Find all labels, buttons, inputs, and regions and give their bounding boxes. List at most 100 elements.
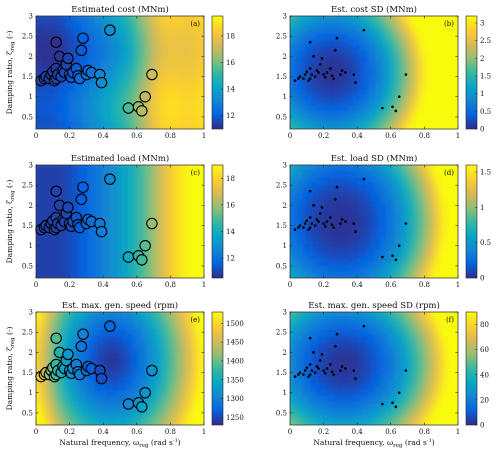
sample-dot [391, 254, 394, 258]
sample-marker [104, 24, 116, 36]
y-tick-label: 3 [283, 13, 287, 21]
sample-marker [77, 32, 89, 44]
sample-dot [313, 75, 317, 78]
y-tick-label: 0.5 [22, 113, 33, 121]
sample-dot [352, 73, 356, 76]
colorbar-tick-label: 80 [480, 321, 489, 329]
sample-dot [315, 218, 319, 221]
heatmap-field [290, 165, 458, 278]
colorbar-tick-label: 2 [480, 55, 484, 63]
y-tick-label: 2.5 [22, 182, 33, 190]
plot-frame [289, 311, 459, 426]
y-tick-label: 1.5 [276, 73, 287, 81]
sample-dot [317, 367, 320, 370]
panel-title: Estimated load (MNm) [71, 153, 169, 164]
y-tick-label: 2 [29, 53, 33, 61]
panel-label: (a) [190, 20, 200, 28]
colorbar-tick-label: 0 [480, 422, 484, 430]
sample-dot [307, 79, 310, 82]
sample-dot [317, 71, 320, 74]
y-tick-label: 0.5 [22, 409, 33, 417]
colorbar-tick-label: 16 [226, 201, 235, 209]
x-tick-label: 0.8 [165, 132, 176, 140]
x-tick-label: 0.6 [131, 132, 143, 140]
x-tick-label: 0.2 [64, 428, 75, 436]
y-tick-label: 1.5 [276, 222, 287, 230]
sample-marker [95, 225, 108, 238]
colorbar [211, 164, 224, 279]
sample-dot [334, 49, 337, 52]
y-tick-label: 1.5 [276, 369, 287, 377]
y-tick-label: 0.5 [276, 113, 287, 121]
y-tick-label: 2 [283, 53, 287, 61]
colorbar [465, 15, 478, 130]
x-tick-label: 0 [34, 428, 38, 436]
sample-dot [308, 67, 312, 70]
sample-dot [312, 55, 315, 58]
sample-marker [62, 201, 74, 214]
colorbar-tick-label: 0 [480, 126, 484, 134]
sample-marker [95, 76, 108, 89]
sample-marker [136, 254, 148, 266]
y-tick-label: 2 [29, 349, 33, 357]
heatmap-field [290, 312, 458, 425]
sample-dot [332, 77, 335, 80]
plot-frame [35, 311, 205, 426]
sample-dot [297, 77, 300, 80]
sample-dot [323, 372, 327, 375]
x-tick-label: 0 [34, 281, 38, 289]
colorbar-tick-label: 1 [480, 90, 484, 98]
colorbar [211, 311, 224, 426]
x-tick-label: 0.4 [98, 132, 110, 140]
colorbar [465, 311, 478, 426]
y-tick-label: 1 [283, 93, 287, 101]
sample-dot [308, 216, 312, 219]
y-tick-label: 1.5 [22, 222, 33, 230]
colorbar-tick-label: 1450 [226, 339, 244, 347]
colorbar-tick-label: 1400 [226, 357, 244, 365]
panel-e: Est. max. gen. speed (rpm) 0 0.2 0.4 0.6 0.8 1… [22, 300, 244, 436]
sample-marker [104, 173, 116, 185]
sample-dot [303, 73, 307, 76]
sample-dot [308, 373, 312, 376]
y-tick-label: 1 [29, 93, 33, 101]
y-tick-label: 3 [29, 13, 33, 21]
sample-dot [298, 371, 302, 374]
sample-dot [315, 365, 319, 368]
sample-dot [318, 212, 322, 215]
sample-marker [139, 90, 151, 103]
sample-dot [330, 370, 334, 374]
y-tick-label: 2.5 [22, 33, 33, 41]
y-tick-label: 2.5 [276, 182, 287, 190]
y-tick-label: 0.5 [276, 262, 287, 270]
panel-title: Est. load SD (MNm) [331, 153, 418, 164]
sample-dot [354, 230, 357, 233]
colorbar-tick-label: 40 [480, 371, 489, 379]
x-tick-label: 0 [34, 132, 38, 140]
y-tick-label: 2.5 [276, 33, 287, 41]
sample-dot [329, 67, 332, 70]
x-tick-label: 1 [202, 132, 206, 140]
x-tick-label: 0.4 [98, 428, 110, 436]
sample-dot [329, 363, 332, 366]
colorbar-tick-label: 0.5 [480, 239, 491, 247]
sample-dot [362, 28, 366, 32]
x-tick-label: 1 [456, 428, 460, 436]
colorbar-tick-label: 1 [480, 204, 484, 212]
x-tick-label: 1 [202, 428, 206, 436]
sample-dot [335, 185, 339, 189]
x-tick-label: 1 [456, 281, 460, 289]
panel-d: Est. load SD (MNm) 0 0.2 0.4 0.6 0.8 1 0.5 1 1.5 2… [276, 153, 491, 289]
sample-dot [344, 71, 347, 74]
x-tick-label: 0.8 [165, 428, 176, 436]
panel-title: Est. max. gen. speed SD (rpm) [308, 300, 440, 311]
sample-marker [62, 52, 74, 65]
sample-dot [315, 69, 319, 72]
sample-dot [332, 373, 335, 376]
sample-dot [340, 218, 344, 221]
colorbar-tick-label: 12 [226, 112, 235, 120]
x-tick-label: 1 [456, 132, 460, 140]
sample-dot [354, 377, 357, 380]
sample-dot [325, 367, 329, 370]
